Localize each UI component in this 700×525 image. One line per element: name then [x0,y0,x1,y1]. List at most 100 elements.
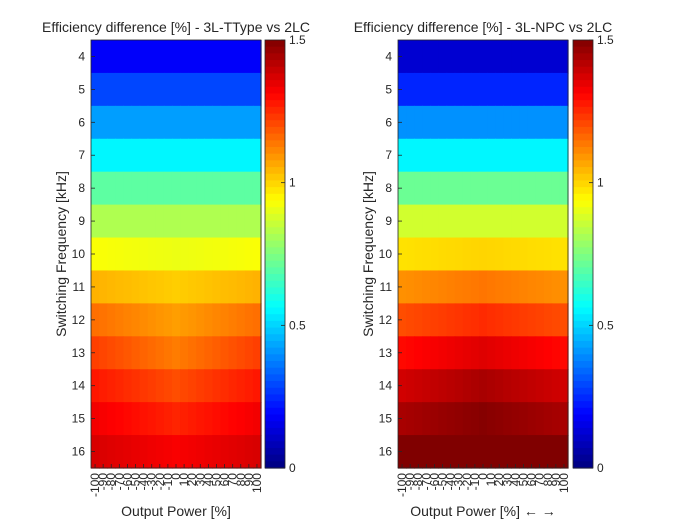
colorbar-segment [265,414,285,422]
heatmap-cell [511,402,521,436]
heatmap-cell [398,270,407,304]
heatmap-cell [422,40,431,74]
heatmap-cell [398,237,407,272]
colorbar-segment [573,140,593,148]
heatmap-cell [462,72,472,107]
heatmap-cell [503,40,512,74]
heatmap-cell [422,435,431,469]
heatmap-cell [438,171,448,206]
heatmap-cell [398,40,407,74]
colorbar-segment [573,227,593,235]
heatmap-cell [414,435,423,469]
heatmap-cell [163,105,173,140]
heatmap-cell [228,303,238,337]
heatmap-cell [244,171,254,206]
heatmap-cell [454,40,464,74]
x-tick-label: 80 [541,473,555,487]
colorbar-segment [265,267,285,275]
colorbar-segment [573,180,593,188]
heatmap-cell [495,105,504,140]
heatmap-cell [212,369,222,403]
heatmap-cell [180,204,189,239]
heatmap-cell [139,237,149,272]
colorbar-segment [573,153,593,161]
colorbar-segment [573,447,593,456]
heatmap-cell [220,303,230,337]
heatmap-cell [188,369,197,403]
heatmap-cell [163,435,173,469]
colorbar-segment [573,113,593,121]
heatmap-cell [244,72,254,107]
heatmap-cell [115,402,124,436]
heatmap-cell [454,237,464,272]
x-tick-label: 60 [525,473,539,487]
colorbar-segment [573,280,593,289]
heatmap-cell [99,435,108,469]
heatmap-cell [139,72,149,107]
colorbar-tick-label: 1 [597,176,604,190]
x-tick-label: -20 [460,473,474,491]
heatmap-cell [252,435,262,469]
heatmap-cell [478,72,488,107]
heatmap-cell [252,270,262,304]
heatmap-cell [196,369,205,403]
heatmap-cell [196,105,205,140]
heatmap-cell [252,336,262,370]
heatmap-cell [212,237,222,272]
colorbar-segment [573,40,593,48]
heatmap-cell [180,237,189,272]
heatmap-cell [147,40,157,74]
y-tick-label: 12 [72,313,86,327]
x-tick-label: 100 [557,473,571,493]
heatmap-cell [252,171,262,206]
colorbar-segment [265,60,285,68]
colorbar-segment [265,327,285,335]
x-tick-label: -90 [403,473,417,491]
heatmap-cell [535,336,545,370]
y-tick-label: 8 [78,181,85,195]
heatmap-cell [470,435,480,469]
heatmap-cell [406,270,415,304]
heatmap-cell [495,237,504,272]
heatmap-cell [454,204,464,239]
colorbar-segment [265,167,285,175]
heatmap-cell [511,40,521,74]
heatmap-cell [430,369,440,403]
colorbar-segment [265,334,285,342]
colorbar-segment [573,361,593,369]
y-tick-label: 15 [72,412,86,426]
heatmap-cell [252,40,262,74]
colorbar-segment [573,300,593,309]
heatmap-cell [212,105,222,140]
heatmap-cell [131,204,141,239]
colorbar-segment [265,287,285,295]
heatmap-cell [91,204,100,239]
heatmap-cell [99,204,108,239]
x-tick-label: 0 [476,473,490,480]
heatmap-cell [220,402,230,436]
heatmap-cell [462,105,472,140]
heatmap-cell [91,270,100,304]
heatmap-cell [147,204,157,239]
colorbar-segment [265,401,285,409]
heatmap-cell [551,40,561,74]
colorbar-segment [573,394,593,402]
heatmap-cell [519,105,529,140]
heatmap-cell [478,40,488,74]
heatmap-cell [430,72,440,107]
heatmap-cell [220,72,230,107]
heatmap-cell [99,237,108,272]
heatmap-cell [414,72,423,107]
heatmap-cell [511,171,521,206]
y-tick-label: 8 [385,181,392,195]
y-ticks-ttype: 4 5 6 7 8 9 10 11 12 13 14 15 16 [72,49,95,459]
heatmap-cell [495,303,504,337]
heatmap-cell [527,204,537,239]
y-tick-label: 15 [379,412,393,426]
heatmap-cell [236,171,246,206]
colorbar-segment [265,340,285,349]
y-tick-label: 13 [72,346,86,360]
heatmap-cell [470,369,480,403]
heatmap-cell [180,105,189,140]
x-tick-label: -40 [137,473,151,491]
